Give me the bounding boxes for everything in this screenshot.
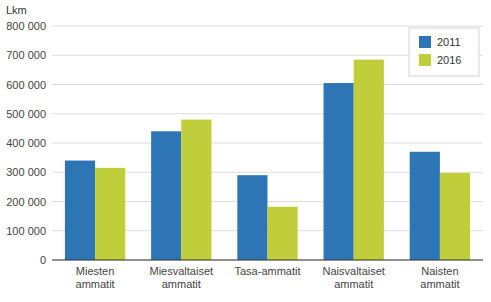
x-tick-label: Miesvaltaisetammatit bbox=[150, 265, 214, 290]
x-tick-label: Naisvaltaisetammatit bbox=[323, 265, 385, 290]
grid bbox=[52, 26, 483, 260]
legend-swatch bbox=[419, 36, 431, 48]
bar bbox=[95, 168, 125, 260]
y-tick-label: 700 000 bbox=[6, 49, 46, 61]
x-tick-label-line: Naisvaltaiset bbox=[323, 265, 385, 277]
bar bbox=[268, 207, 298, 260]
y-tick-label: 500 000 bbox=[6, 108, 46, 120]
bar bbox=[410, 152, 440, 260]
x-tick-label-line: ammatit bbox=[162, 278, 201, 290]
y-tick-label: 200 000 bbox=[6, 196, 46, 208]
x-tick-label: Miestenammatit bbox=[76, 265, 115, 290]
y-tick-label: 300 000 bbox=[6, 166, 46, 178]
x-tick-label-line: Tasa-ammatit bbox=[234, 265, 300, 277]
bar bbox=[237, 175, 267, 260]
x-tick-label: Tasa-ammatit bbox=[234, 265, 300, 277]
bar bbox=[440, 173, 470, 260]
y-axis: 0 100 000 200 000 300 000 400 000 500 000 600 … bbox=[6, 20, 46, 266]
x-tick-label-line: ammatit bbox=[334, 278, 373, 290]
y-tick-label: 600 000 bbox=[6, 79, 46, 91]
x-tick-label-line: Miesvaltaiset bbox=[150, 265, 214, 277]
y-tick-label: 0 bbox=[40, 254, 46, 266]
y-tick-label: 400 000 bbox=[6, 137, 46, 149]
grid-line bbox=[52, 260, 483, 261]
x-axis-line bbox=[52, 260, 483, 261]
bar bbox=[181, 120, 211, 260]
x-tick-label-line: ammatit bbox=[420, 278, 459, 290]
legend-label: 2016 bbox=[437, 54, 461, 66]
y-tick-label: 100 000 bbox=[6, 225, 46, 237]
y-tick-label: 800 000 bbox=[6, 20, 46, 32]
chart: 0 100 000 200 000 300 000 400 000 500 000 600 … bbox=[0, 0, 491, 302]
legend-label: 2011 bbox=[437, 36, 461, 48]
bar bbox=[354, 60, 384, 260]
legend: 2011 2016 bbox=[409, 28, 479, 76]
y-axis-label: Lkm bbox=[6, 4, 27, 16]
x-tick-label-line: Miesten bbox=[76, 265, 115, 277]
x-tick-label-line: Naisten bbox=[421, 265, 458, 277]
legend-box bbox=[409, 28, 479, 76]
bar bbox=[65, 161, 95, 260]
grid-line bbox=[52, 84, 483, 85]
x-axis: MiestenammatitMiesvaltaisetammatitTasa-a… bbox=[76, 265, 460, 290]
grid-line bbox=[52, 26, 483, 27]
grid-line bbox=[52, 113, 483, 114]
x-tick-label-line: ammatit bbox=[76, 278, 115, 290]
bar bbox=[151, 131, 181, 260]
grid-line bbox=[52, 143, 483, 144]
x-tick-label: Naistenammatit bbox=[420, 265, 459, 290]
legend-swatch bbox=[419, 54, 431, 66]
bars bbox=[65, 60, 470, 260]
bar bbox=[324, 83, 354, 260]
